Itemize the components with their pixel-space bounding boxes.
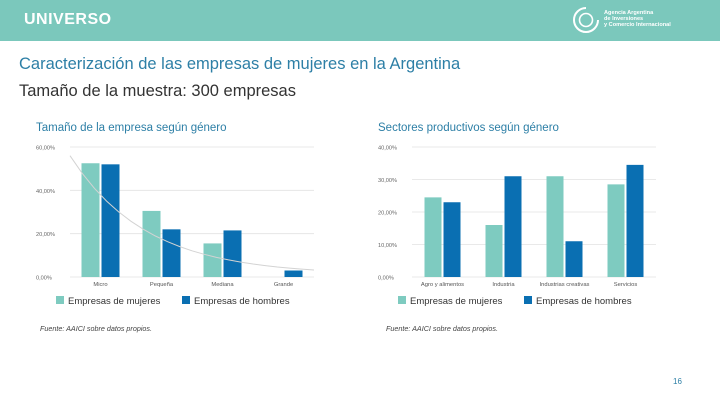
y-tick-label: 0,00%: [36, 276, 52, 282]
chart-title: Sectores productivos según género: [378, 122, 559, 134]
x-tick-label: Industrias creativas: [540, 282, 590, 288]
bar-women-0: [81, 163, 100, 277]
bar-women-3: [607, 184, 625, 277]
bar-men-2: [223, 230, 242, 277]
y-tick-label: 20,00%: [378, 211, 397, 217]
legend-label-men: Empresas de hombres: [536, 296, 632, 307]
bar-men-2: [565, 241, 583, 277]
logo-line-2: de Inversiones: [604, 16, 644, 22]
x-tick-label: Micro: [93, 282, 107, 288]
legend-label-women: Empresas de mujeres: [410, 296, 503, 307]
page-title: Caracterización de las empresas de mujer…: [19, 55, 461, 73]
bar-women-1: [485, 225, 503, 277]
bar-men-0: [443, 202, 461, 277]
bar-women-0: [424, 197, 442, 277]
trendline: [69, 155, 315, 271]
bar-men-1: [162, 229, 181, 277]
legend-label-men: Empresas de hombres: [194, 296, 290, 307]
logo-line-1: Agencia Argentina: [604, 10, 654, 16]
x-tick-label: Mediana: [211, 282, 234, 288]
y-tick-label: 20,00%: [36, 232, 55, 238]
legend-swatch-women: [56, 296, 64, 304]
x-tick-label: Industria: [492, 282, 515, 288]
section-title: UNIVERSO: [24, 11, 112, 28]
y-tick-label: 40,00%: [378, 146, 397, 152]
bar-men-1: [504, 176, 522, 277]
agency-logo: Agencia Argentina de Inversiones y Comer…: [572, 5, 712, 35]
legend-swatch-women: [398, 296, 406, 304]
chart-title: Tamaño de la empresa según género: [36, 122, 227, 134]
bar-men-3: [626, 164, 644, 277]
x-tick-label: Servicios: [614, 282, 638, 288]
x-tick-label: Pequeña: [150, 282, 174, 288]
chart-sectors: Sectores productivos según género 0,00% 10…: [378, 122, 656, 307]
bar-women-1: [142, 210, 161, 277]
bar-men-0: [101, 164, 120, 277]
logo-circle-icon: [573, 6, 600, 33]
header-bar: UNIVERSO Agencia Argentina de Inversione…: [0, 0, 720, 41]
bar-women-2: [546, 176, 564, 277]
chart-company-size: Tamaño de la empresa según género 0,00% 20…: [36, 122, 315, 307]
logo-line-3: y Comercio Internacional: [604, 22, 671, 28]
source-note-left: Fuente: AAICI sobre datos propios.: [40, 324, 152, 333]
x-tick-label: Grande: [274, 282, 293, 288]
y-tick-label: 10,00%: [378, 243, 397, 249]
y-tick-label: 0,00%: [378, 276, 394, 282]
legend-swatch-men: [524, 296, 532, 304]
page-number: 16: [673, 377, 682, 386]
y-tick-label: 40,00%: [36, 189, 55, 195]
bar-women-2: [203, 243, 222, 277]
source-note-right: Fuente: AAICI sobre datos propios.: [386, 324, 498, 333]
page-subtitle: Tamaño de la muestra: 300 empresas: [19, 82, 296, 100]
legend-label-women: Empresas de mujeres: [68, 296, 161, 307]
bar-men-3: [284, 270, 303, 277]
y-tick-label: 60,00%: [36, 146, 55, 152]
y-tick-label: 30,00%: [378, 178, 397, 184]
legend-swatch-men: [182, 296, 190, 304]
x-tick-label: Agro y alimentos: [421, 282, 464, 288]
